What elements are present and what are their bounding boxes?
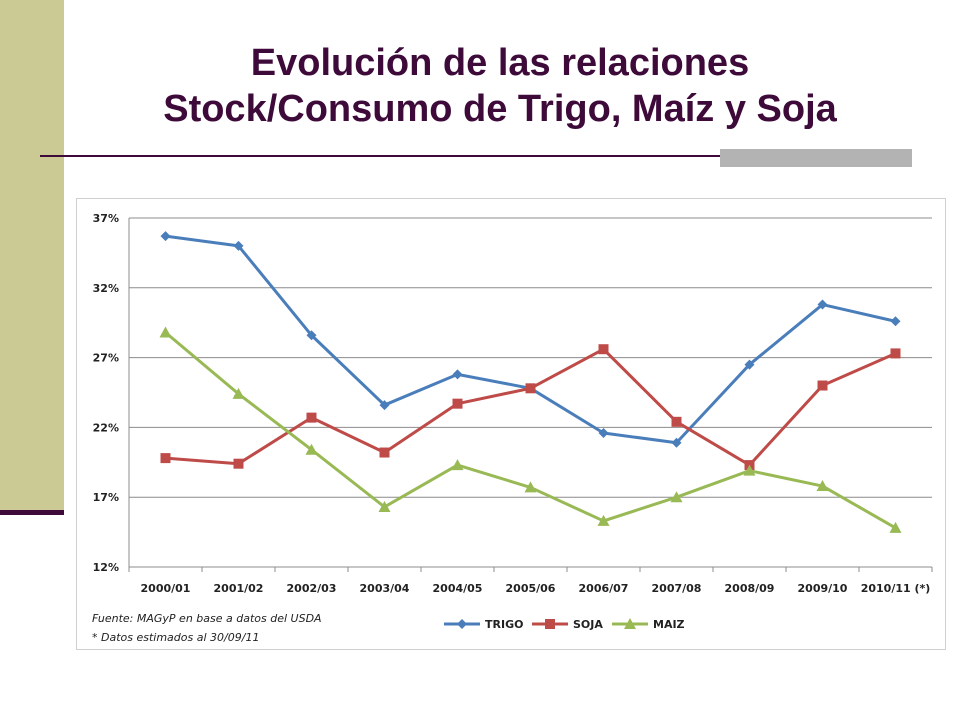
y-tick-label: 22% [93,421,119,434]
decorative-sidebar [0,0,64,510]
x-tick-label: 2009/10 [798,582,848,595]
data-point-maiz [378,500,391,512]
x-tick-label: 2006/07 [579,582,629,595]
x-tick-label: 2002/03 [287,582,337,595]
x-tick-label: 2001/02 [214,582,264,595]
data-point-soja [379,447,390,458]
y-tick-label: 17% [93,491,119,504]
x-tick-label: 2005/06 [506,582,556,595]
data-point-maiz [597,514,610,526]
x-tick-label: 2004/05 [433,582,483,595]
data-point-trigo [452,369,463,380]
x-tick-label: 2010/11 (*) [861,582,931,595]
legend-label-soja: SOJA [573,618,603,631]
data-point-trigo [890,316,901,327]
legend-label-trigo: TRIGO [485,618,523,631]
data-point-trigo [306,330,317,341]
data-point-soja [525,383,536,394]
data-point-maiz [816,480,829,492]
data-point-soja [817,380,828,391]
data-point-maiz [232,387,245,399]
series-line-trigo [165,234,896,445]
data-point-soja [671,416,682,427]
data-point-soja [890,348,901,359]
data-point-trigo [598,427,609,438]
data-point-maiz [743,464,756,476]
x-tick-label: 2007/08 [652,582,702,595]
data-point-trigo [817,299,828,310]
legend-marker-trigo [457,619,467,629]
legend-marker-soja [545,619,555,629]
data-point-maiz [524,481,537,493]
y-tick-label: 12% [93,561,119,574]
data-point-soja [306,412,317,423]
data-point-maiz [451,459,464,471]
series-line-soja [165,347,897,467]
data-point-soja [598,344,609,355]
data-point-trigo [379,400,390,411]
data-point-trigo [233,240,244,251]
data-point-trigo [160,231,171,242]
data-point-trigo [744,359,755,370]
data-point-maiz [305,443,318,455]
data-point-soja [233,458,244,469]
x-tick-label: 2008/09 [725,582,775,595]
data-point-maiz [159,326,172,338]
y-tick-label: 27% [93,352,119,365]
data-point-maiz [670,491,683,503]
x-tick-label: 2003/04 [360,582,410,595]
y-tick-label: 37% [93,212,119,225]
data-point-soja [160,453,171,464]
data-point-trigo [671,437,682,448]
title-underline-accent [720,149,912,167]
legend-marker-maiz [624,618,636,629]
chart-frame [76,198,946,650]
series-line-maiz [164,331,897,530]
slide-title: Evolución de las relaciones Stock/Consum… [40,40,960,132]
source-note: Fuente: MAGyP en base a datos del USDA [92,612,322,625]
y-tick-label: 32% [93,282,119,295]
estimate-note: * Datos estimados al 30/09/11 [92,631,260,644]
data-point-maiz [889,521,902,533]
line-chart: 12% 17% 22% 27% 32% 37% 2000/01 2001/02 2002/03 2… [93,212,933,631]
slide-title-line1: Evolución de las relaciones [250,42,750,84]
legend-label-maiz: MAIZ [653,618,685,631]
data-point-soja [452,398,463,409]
slide-title-line2: Stock/Consumo de Trigo, Maíz y Soja [163,88,837,130]
x-tick-label: 2000/01 [141,582,191,595]
title-underline [40,155,912,157]
decorative-sidebar-base [0,510,64,515]
